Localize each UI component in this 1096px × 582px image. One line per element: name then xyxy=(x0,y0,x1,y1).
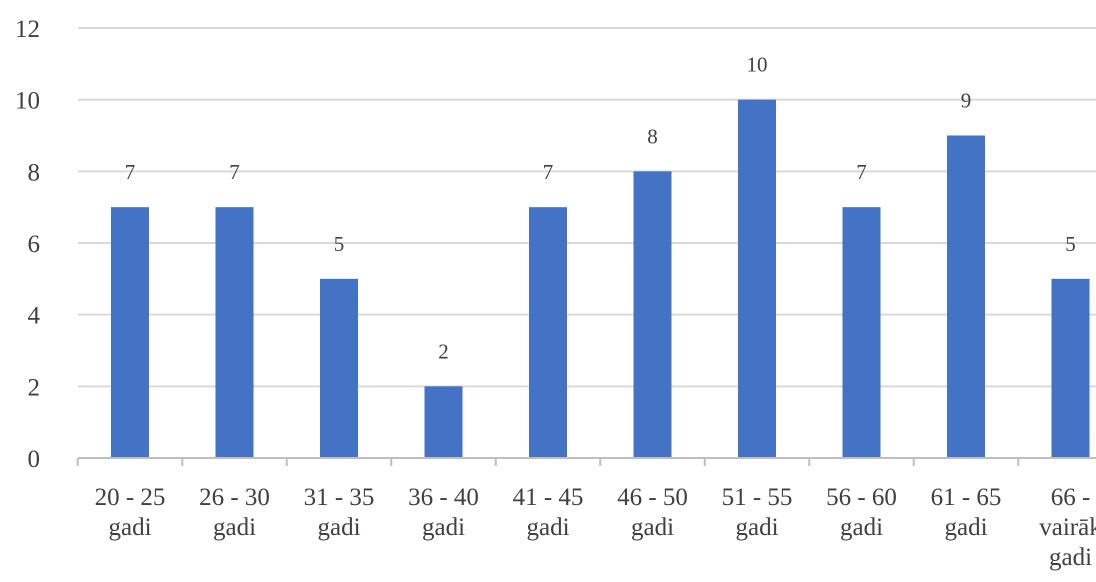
bar-9 xyxy=(1051,278,1090,458)
x-tick-label-2: 31 - 35 gadi xyxy=(304,484,375,541)
bar-6 xyxy=(738,99,776,459)
x-tick-label-6: 51 - 55 gadi xyxy=(722,484,793,541)
x-tick-label-line: gadi xyxy=(526,514,569,541)
x-tick-label-line: gadi xyxy=(213,514,256,541)
x-tick-label-line: 66 - xyxy=(1051,484,1091,511)
y-tick-label-8: 8 xyxy=(28,159,41,186)
x-tick-label-line: 31 - 35 xyxy=(304,484,375,511)
data-label-0: 7 xyxy=(125,160,136,184)
x-tick-label-7: 56 - 60 gadi xyxy=(826,484,897,541)
x-tick-label-4: 41 - 45 gadi xyxy=(513,484,584,541)
bar-0 xyxy=(111,207,149,458)
x-tick-label-line: 46 - 50 xyxy=(617,484,688,511)
y-tick-label-6: 6 xyxy=(28,231,41,258)
x-tick-label-5: 46 - 50 gadi xyxy=(617,484,688,541)
x-tick-label-line: 41 - 45 xyxy=(513,484,584,511)
y-tick-label-12: 12 xyxy=(15,16,40,43)
y-tick-label-10: 10 xyxy=(15,88,40,115)
x-tick-label-9: 66 - vairāk gadi xyxy=(1039,484,1096,571)
x-tick-label-line: 56 - 60 xyxy=(826,484,897,511)
x-tick-label-0: 20 - 25 gadi xyxy=(95,484,166,541)
x-tick-label-line: gadi xyxy=(840,514,883,541)
bar-2 xyxy=(320,278,358,458)
data-label-9: 5 xyxy=(1065,232,1076,256)
bar-3 xyxy=(424,386,463,458)
bar-1 xyxy=(215,207,254,458)
data-label-2: 5 xyxy=(334,232,345,256)
data-label-6: 10 xyxy=(747,53,768,77)
data-label-5: 8 xyxy=(647,124,658,148)
y-tick-label-0: 0 xyxy=(28,446,41,473)
bar-5 xyxy=(633,171,672,459)
x-tick-label-line: gadi xyxy=(1049,544,1092,571)
x-tick-label-line: gadi xyxy=(317,514,360,541)
y-tick-label-4: 4 xyxy=(28,303,41,330)
x-tick-label-1: 26 - 30 gadi xyxy=(199,484,270,541)
data-label-3: 2 xyxy=(438,339,449,363)
x-tick-label-line: 61 - 65 xyxy=(931,484,1002,511)
data-labels: 7 7 5 2 7 8 10 7 9 5 xyxy=(125,53,1076,364)
x-tick-label-line: gadi xyxy=(735,514,778,541)
x-tick-label-line: gadi xyxy=(108,514,151,541)
data-label-8: 9 xyxy=(961,89,972,113)
data-label-7: 7 xyxy=(856,160,867,184)
bars xyxy=(111,99,1090,459)
x-axis xyxy=(76,457,1096,466)
x-tick-label-line: gadi xyxy=(422,514,465,541)
x-tick-label-line: vairāk xyxy=(1039,514,1096,541)
x-tick-label-8: 61 - 65 gadi xyxy=(931,484,1002,541)
bar-4 xyxy=(529,207,567,458)
x-tick-label-line: 51 - 55 xyxy=(722,484,793,511)
x-tick-label-line: 36 - 40 xyxy=(408,484,479,511)
x-tick-label-line: 26 - 30 xyxy=(199,484,270,511)
x-tick-label-line: gadi xyxy=(631,514,674,541)
x-tick-label-line: gadi xyxy=(944,514,987,541)
y-tick-label-2: 2 xyxy=(28,374,41,401)
bar-7 xyxy=(842,207,881,458)
x-tick-label-line: 20 - 25 xyxy=(95,484,166,511)
bar-8 xyxy=(947,135,985,458)
y-axis-tick-labels: 0 2 4 6 8 10 12 xyxy=(15,16,41,473)
data-label-1: 7 xyxy=(229,160,240,184)
x-tick-label-3: 36 - 40 gadi xyxy=(408,484,479,541)
data-label-4: 7 xyxy=(543,160,554,184)
